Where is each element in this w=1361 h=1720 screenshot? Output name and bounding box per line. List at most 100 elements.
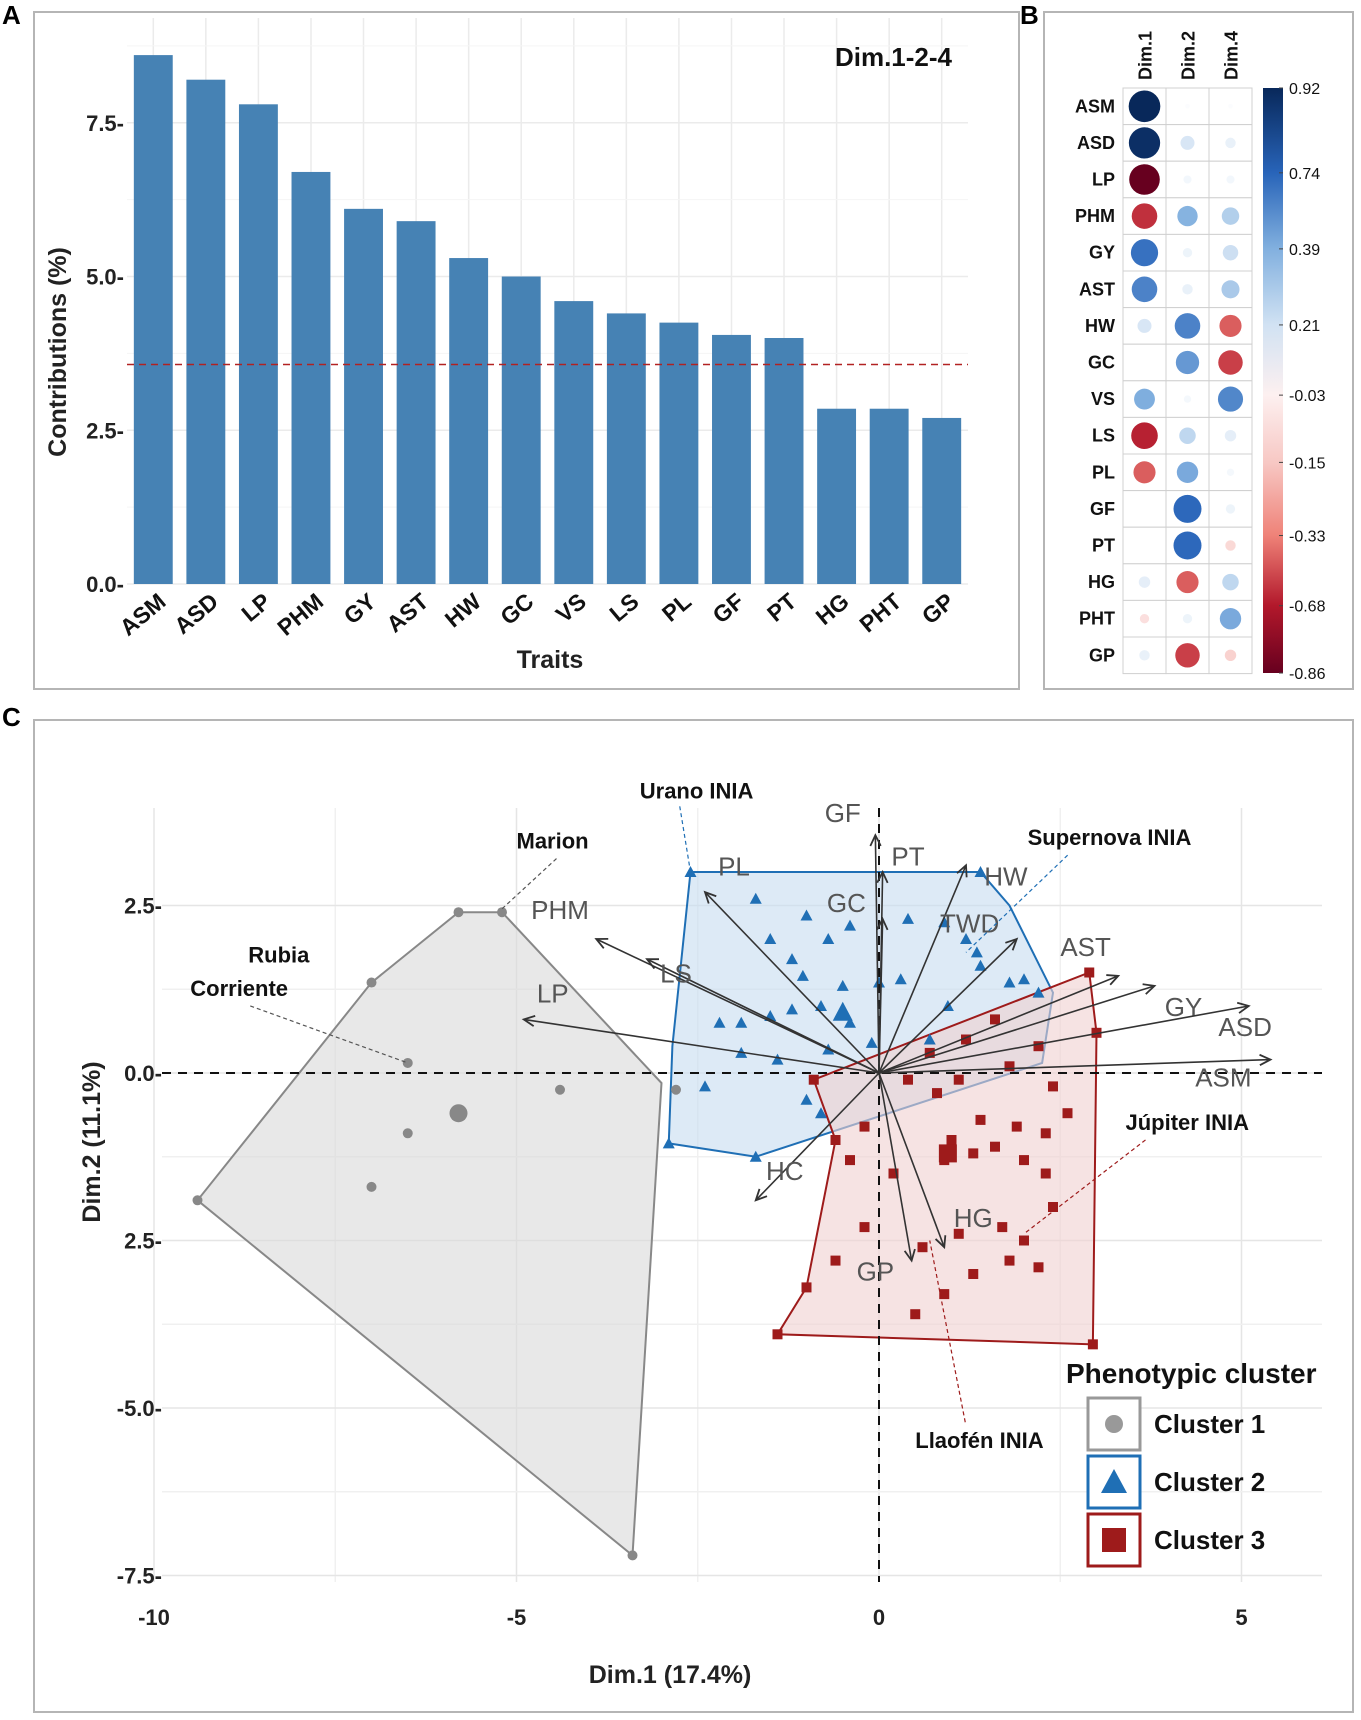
vector-asd — [878, 1005, 1249, 1074]
colorbar-label: -0.86 — [1289, 666, 1326, 683]
x-tick-label: GP — [917, 588, 959, 629]
x-tick-label: PHT — [854, 588, 906, 637]
vector-arrowhead — [1106, 974, 1121, 986]
panel-c-letter: C — [2, 702, 21, 732]
vector-arrowhead — [645, 958, 660, 970]
corr-circle-ast-dim.2 — [1182, 284, 1193, 295]
cluster-3-point — [859, 1121, 870, 1132]
corr-circle-ls-dim.4 — [1224, 429, 1237, 442]
colorbar — [1263, 88, 1283, 673]
cluster-2-point — [894, 973, 907, 985]
cluster-2-point — [902, 912, 914, 924]
row-label: LP — [1092, 170, 1115, 190]
corr-circle-gf-dim.2 — [1173, 494, 1202, 523]
cluster-3-point — [1019, 1235, 1029, 1246]
annotation-leader-line — [679, 806, 692, 873]
panel-a-letter: A — [2, 0, 21, 30]
row-label: PHM — [1075, 206, 1115, 226]
corr-circle-hw-dim.4 — [1219, 314, 1242, 337]
vector-label-gp: GP — [857, 1257, 895, 1287]
y-tick-label: 2.5- — [86, 418, 124, 443]
cluster-2-point — [764, 933, 777, 944]
x-tick-label: -5 — [507, 1605, 527, 1630]
corr-circle-gy-dim.2 — [1182, 248, 1193, 258]
row-label: ASM — [1075, 96, 1115, 116]
corr-circle-vs-dim.1 — [1134, 388, 1155, 410]
cluster-2-centroid — [832, 1001, 853, 1021]
corr-circle-asd-dim.2 — [1180, 135, 1195, 150]
cluster-1-point — [671, 1084, 681, 1095]
panel-a-annotation: Dim.1-2-4 — [835, 42, 953, 72]
vector-hg — [878, 1072, 945, 1248]
cluster-3-point — [1084, 967, 1095, 978]
row-label: AST — [1079, 279, 1115, 299]
bar-pht — [869, 408, 909, 584]
cluster-2-point — [771, 1053, 784, 1065]
corr-circle-hw-dim.1 — [1137, 318, 1152, 333]
cluster-1-point — [497, 907, 507, 918]
corr-circle-pht-dim.2 — [1182, 614, 1193, 624]
vector-label-phm: PHM — [531, 895, 589, 925]
corr-circle-asd-dim.4 — [1225, 137, 1236, 149]
cluster-3-point — [772, 1329, 783, 1340]
corr-circle-hg-dim.2 — [1176, 571, 1199, 594]
corr-circle-lp-dim.1 — [1129, 164, 1160, 195]
cluster-3-point — [1062, 1108, 1073, 1119]
panel-a-frame — [33, 11, 1020, 690]
x-tick-label: GY — [339, 588, 381, 629]
vector-ls — [646, 958, 880, 1074]
vector-label-hc: HC — [766, 1156, 804, 1186]
cluster-3-point — [1048, 1202, 1058, 1212]
corr-circle-gp-dim.2 — [1175, 643, 1200, 668]
row-label: GP — [1089, 645, 1115, 665]
y-tick-label: 5.0- — [86, 265, 124, 290]
cluster-2-point — [800, 1093, 813, 1105]
x-tick-label: PHM — [272, 588, 328, 641]
bar-gc — [501, 276, 541, 584]
legend-square-icon — [1102, 1528, 1126, 1552]
cluster-2-point — [822, 933, 835, 944]
y-tick-label: -7.5- — [117, 1564, 162, 1589]
panel-c-biplot: Dim.1 (17.4%) Dim.2 (11.1%) GF PT HW TWD PL P… — [78, 778, 1322, 1689]
corr-circle-asm-dim.1 — [1128, 90, 1161, 123]
vector-ast — [878, 975, 1119, 1074]
cluster-2-point — [735, 1016, 748, 1028]
cluster-1-point — [453, 907, 464, 918]
vector-label-asm: ASM — [1195, 1062, 1251, 1092]
bar-gy — [344, 208, 383, 584]
corr-circle-ls-dim.1 — [1131, 422, 1158, 450]
cluster-3-point — [953, 1228, 964, 1239]
cluster-1-centroid — [449, 1104, 468, 1123]
annotation-leader-line — [501, 858, 557, 910]
x-tick-label: HG — [811, 588, 854, 630]
x-tick-label: LP — [236, 588, 275, 627]
annotation-leader-line — [965, 854, 1069, 953]
colorbar-label: 0.92 — [1289, 81, 1320, 98]
column-label: Dim.1 — [1136, 31, 1156, 80]
cluster-2-point — [1032, 986, 1045, 998]
panel-a-y-axis-title: Contributions (%) — [44, 247, 72, 457]
corr-circle-ast-dim.4 — [1221, 280, 1240, 299]
panel-b-frame — [1043, 11, 1354, 690]
cluster-2-point — [815, 1107, 827, 1119]
cluster-1-point — [192, 1195, 203, 1206]
cluster-3-point — [990, 1141, 1000, 1152]
vector-arrowhead — [521, 1014, 536, 1027]
x-tick-label: VS — [551, 588, 591, 628]
vector-arrowhead — [1142, 983, 1157, 995]
cluster-2-point — [796, 969, 809, 981]
legend-circle-icon — [1105, 1415, 1123, 1433]
cluster-3-point — [953, 1074, 964, 1085]
row-label: PT — [1092, 536, 1115, 556]
bar-ls — [606, 313, 646, 584]
cluster-3-point — [1040, 1168, 1051, 1179]
heatmap-cell — [1165, 233, 1210, 272]
colorbar-label: 0.74 — [1289, 166, 1320, 183]
vector-label-asd: ASD — [1218, 1012, 1271, 1042]
bar-pl — [659, 322, 699, 584]
cluster-3-centroid — [938, 1144, 957, 1163]
vector-pl — [704, 891, 880, 1074]
genotype-label: Llaofén INIA — [915, 1428, 1043, 1453]
vector-arrowhead — [1005, 937, 1019, 951]
vector-twd — [878, 938, 1018, 1074]
